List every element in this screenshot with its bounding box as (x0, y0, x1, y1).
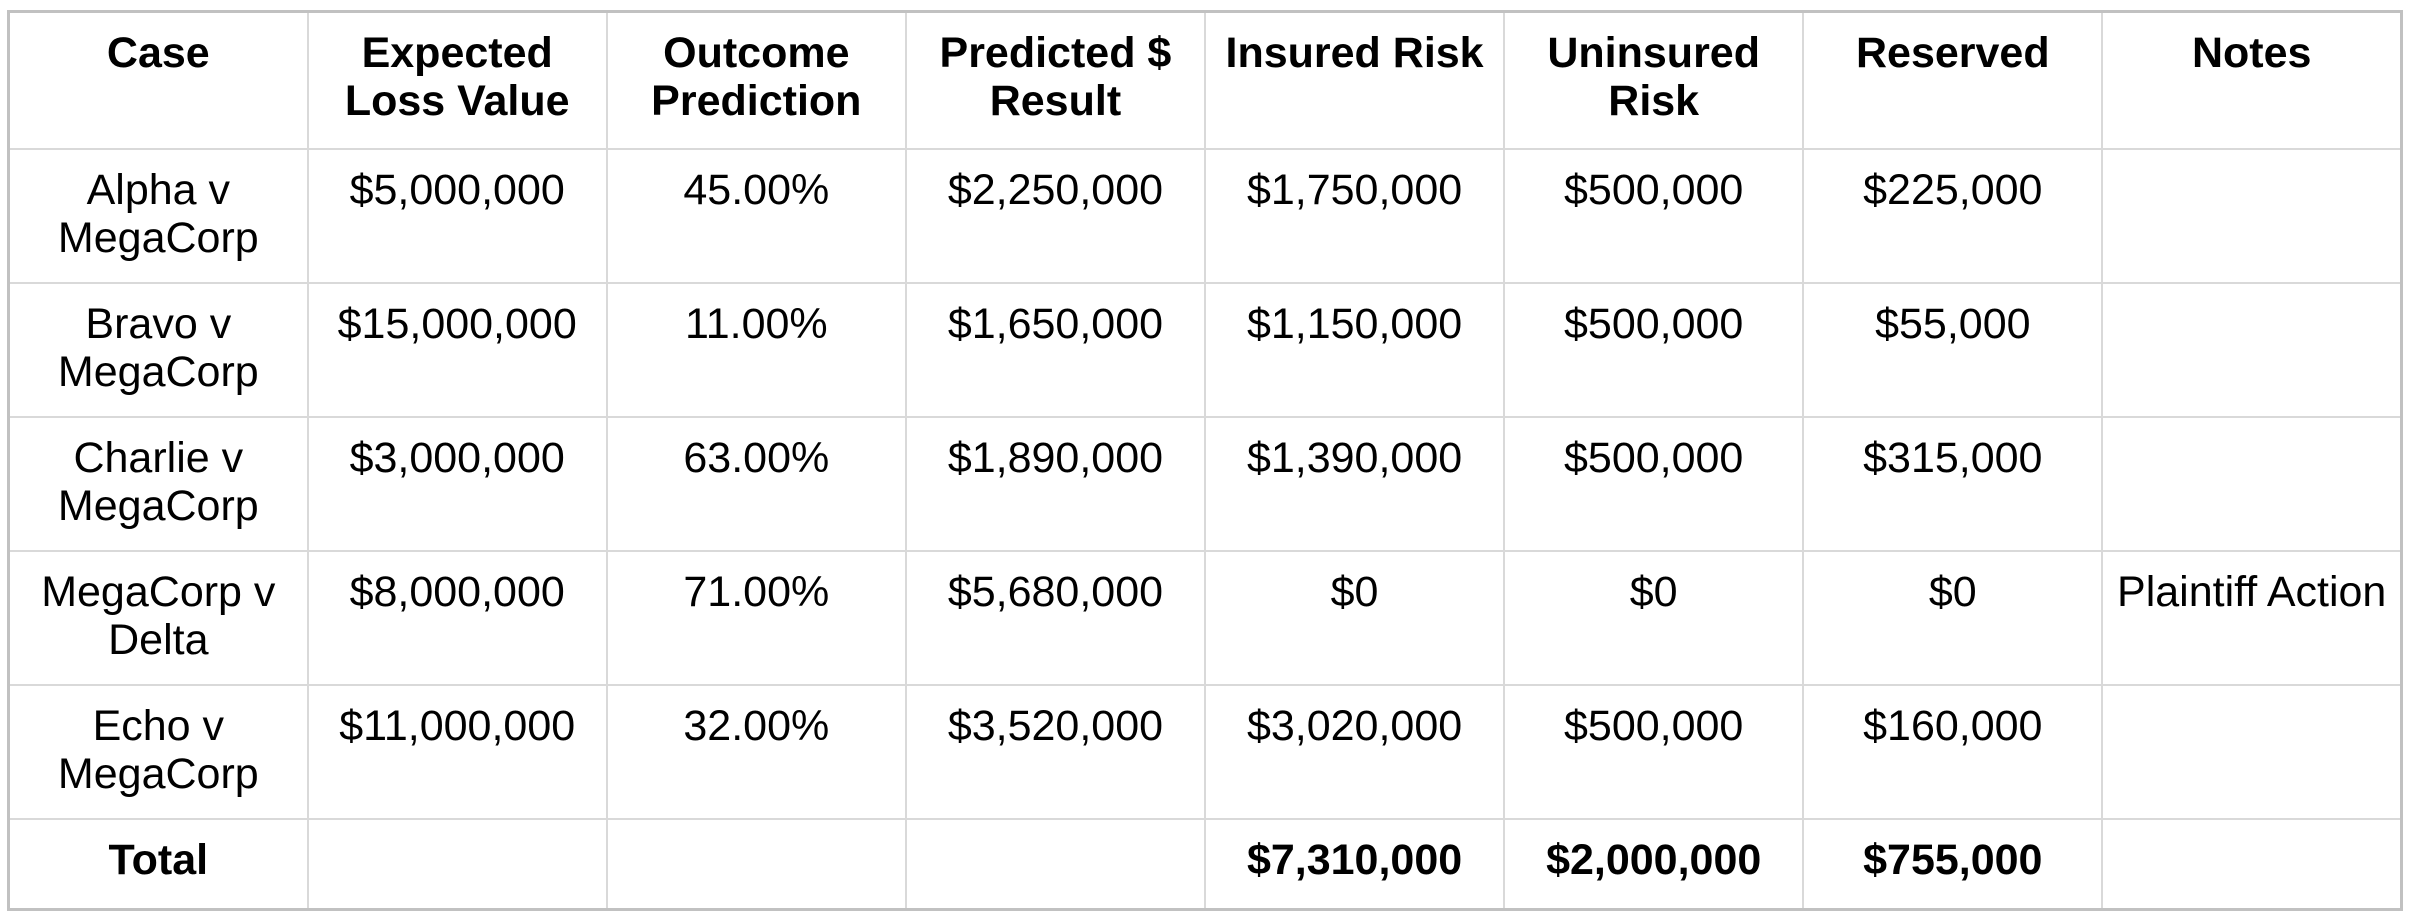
column-header-insured-risk[interactable]: Insured Risk (1203, 10, 1506, 150)
cell-total-expected-loss-value[interactable] (306, 817, 608, 911)
cell-insured-risk[interactable]: $1,150,000 (1203, 281, 1506, 418)
cell-total-notes[interactable] (2101, 817, 2403, 911)
cell-total-outcome-prediction[interactable] (605, 817, 907, 911)
cell-reserved[interactable]: $315,000 (1802, 415, 2104, 552)
table-row-echo-v-megacorp: Echo v MegaCorp $11,000,000 32.00% $3,52… (7, 683, 2403, 820)
cell-total-predicted-dollar-result[interactable] (904, 817, 1207, 911)
table-row-bravo-v-megacorp: Bravo v MegaCorp $15,000,000 11.00% $1,6… (7, 281, 2403, 418)
cell-insured-risk[interactable]: $0 (1203, 549, 1506, 686)
cell-expected-loss-value[interactable]: $3,000,000 (306, 415, 608, 552)
cell-case[interactable]: Charlie v MegaCorp (7, 415, 309, 552)
column-header-case[interactable]: Case (7, 10, 309, 150)
cell-outcome-prediction[interactable]: 32.00% (605, 683, 907, 820)
cell-predicted-dollar-result[interactable]: $2,250,000 (904, 147, 1207, 284)
cell-predicted-dollar-result[interactable]: $1,890,000 (904, 415, 1207, 552)
cell-notes[interactable] (2101, 147, 2403, 284)
column-header-uninsured-risk[interactable]: Uninsured Risk (1503, 10, 1805, 150)
column-header-notes[interactable]: Notes (2101, 10, 2403, 150)
cell-outcome-prediction[interactable]: 45.00% (605, 147, 907, 284)
cell-total-reserved[interactable]: $755,000 (1802, 817, 2104, 911)
table-row-megacorp-v-delta: MegaCorp v Delta $8,000,000 71.00% $5,68… (7, 549, 2403, 686)
cell-reserved[interactable]: $160,000 (1802, 683, 2104, 820)
cell-case[interactable]: Bravo v MegaCorp (7, 281, 309, 418)
cell-case[interactable]: Echo v MegaCorp (7, 683, 309, 820)
cell-uninsured-risk[interactable]: $500,000 (1503, 281, 1805, 418)
cell-reserved[interactable]: $55,000 (1802, 281, 2104, 418)
cell-outcome-prediction[interactable]: 71.00% (605, 549, 907, 686)
cell-expected-loss-value[interactable]: $8,000,000 (306, 549, 608, 686)
cell-outcome-prediction[interactable]: 11.00% (605, 281, 907, 418)
cell-uninsured-risk[interactable]: $500,000 (1503, 147, 1805, 284)
cell-expected-loss-value[interactable]: $11,000,000 (306, 683, 608, 820)
cell-total-label[interactable]: Total (7, 817, 309, 911)
cell-predicted-dollar-result[interactable]: $1,650,000 (904, 281, 1207, 418)
table-row-total: Total $7,310,000 $2,000,000 $755,000 (7, 817, 2403, 911)
cell-case[interactable]: MegaCorp v Delta (7, 549, 309, 686)
cell-predicted-dollar-result[interactable]: $5,680,000 (904, 549, 1207, 686)
cell-notes[interactable]: Plaintiff Action (2101, 549, 2403, 686)
cell-notes[interactable] (2101, 281, 2403, 418)
column-header-predicted-dollar-result[interactable]: Predicted $ Result (904, 10, 1207, 150)
cell-reserved[interactable]: $225,000 (1802, 147, 2104, 284)
header-row: Case Expected Loss Value Outcome Predict… (7, 10, 2403, 150)
table-row-charlie-v-megacorp: Charlie v MegaCorp $3,000,000 63.00% $1,… (7, 415, 2403, 552)
cell-notes[interactable] (2101, 415, 2403, 552)
cell-total-insured-risk[interactable]: $7,310,000 (1203, 817, 1506, 911)
table-row-alpha-v-megacorp: Alpha v MegaCorp $5,000,000 45.00% $2,25… (7, 147, 2403, 284)
cell-predicted-dollar-result[interactable]: $3,520,000 (904, 683, 1207, 820)
cell-reserved[interactable]: $0 (1802, 549, 2104, 686)
cell-outcome-prediction[interactable]: 63.00% (605, 415, 907, 552)
cell-expected-loss-value[interactable]: $15,000,000 (306, 281, 608, 418)
column-header-outcome-prediction[interactable]: Outcome Prediction (605, 10, 907, 150)
cell-uninsured-risk[interactable]: $500,000 (1503, 415, 1805, 552)
cell-uninsured-risk[interactable]: $500,000 (1503, 683, 1805, 820)
litigation-risk-table: Case Expected Loss Value Outcome Predict… (7, 10, 2403, 911)
cell-total-uninsured-risk[interactable]: $2,000,000 (1503, 817, 1805, 911)
cell-insured-risk[interactable]: $1,390,000 (1203, 415, 1506, 552)
cell-case[interactable]: Alpha v MegaCorp (7, 147, 309, 284)
cell-notes[interactable] (2101, 683, 2403, 820)
cell-insured-risk[interactable]: $3,020,000 (1203, 683, 1506, 820)
column-header-expected-loss-value[interactable]: Expected Loss Value (306, 10, 608, 150)
cell-uninsured-risk[interactable]: $0 (1503, 549, 1805, 686)
column-header-reserved[interactable]: Reserved (1802, 10, 2104, 150)
cell-insured-risk[interactable]: $1,750,000 (1203, 147, 1506, 284)
cell-expected-loss-value[interactable]: $5,000,000 (306, 147, 608, 284)
